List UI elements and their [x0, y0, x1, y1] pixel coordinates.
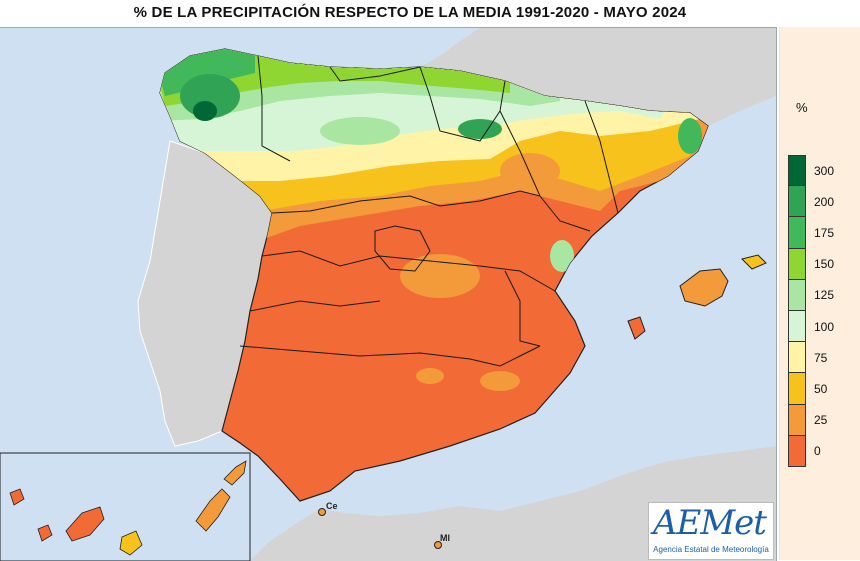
canary-island-4: [119, 530, 143, 556]
legend-panel: % 300 200 175 150 125 100 75 50 25 0: [779, 27, 860, 560]
legend-swatch-175: [788, 217, 806, 249]
africa-land: [250, 446, 776, 561]
legend-swatch-50: [788, 373, 806, 405]
canary-island-3: [65, 506, 105, 542]
legend-label-100: 100: [814, 319, 835, 334]
aemet-logo-subtitle: Agencia Estatal de Meteorología: [653, 545, 769, 554]
legend-color-bar: [788, 155, 806, 467]
legend-swatch-100: [788, 310, 806, 343]
field-25-aragon: [500, 153, 560, 189]
legend-label-50: 50: [814, 382, 828, 396]
legend-label-25: 25: [814, 413, 828, 428]
ceuta-marker: Ce: [318, 501, 338, 516]
legend-label-300: 300: [814, 163, 835, 178]
precipitation-map: Ce Ml: [0, 27, 777, 561]
balearic-islands: [627, 254, 767, 340]
legend-swatch-200: [788, 186, 806, 218]
menorca: [741, 254, 767, 270]
melilla-label: Ml: [440, 533, 450, 543]
legend-label-0: 0: [814, 444, 821, 459]
region-borders: [239, 55, 619, 367]
ceuta-label: Ce: [326, 501, 338, 511]
field-25-madrid: [400, 254, 480, 298]
field-175-ne: [678, 118, 702, 154]
france-land: [420, 28, 776, 126]
field-25-andalucia: [416, 368, 444, 384]
field-150-valencia: [550, 240, 574, 272]
canary-island-1: [9, 488, 25, 506]
canary-island-5: [195, 488, 231, 532]
legend-unit: %: [796, 100, 808, 115]
legend-label-75: 75: [814, 350, 828, 365]
legend-label-150: 150: [814, 257, 835, 272]
aemet-logo-word: AEMet: [653, 503, 767, 543]
map-title: % DE LA PRECIPITACIÓN RESPECTO DE LA MED…: [133, 4, 687, 21]
ibiza: [627, 316, 646, 340]
field-100-blob: [320, 117, 400, 145]
legend-swatch-300: [788, 155, 806, 187]
legend-swatch-75: [788, 342, 806, 374]
mallorca: [679, 268, 729, 307]
field-200-east: [458, 119, 502, 139]
field-25-murcia: [480, 371, 520, 391]
canary-island-6: [223, 460, 247, 486]
aemet-logo: AEMet Agencia Estatal de Meteorología: [648, 502, 774, 560]
legend-swatch-125: [788, 279, 806, 311]
legend-label-125: 125: [814, 288, 835, 303]
legend-swatch-150: [788, 248, 806, 280]
canary-inset: [0, 452, 251, 561]
legend-swatch-25: [788, 404, 806, 436]
canary-island-2: [37, 524, 53, 542]
legend-label-200: 200: [814, 194, 835, 209]
melilla-marker: Ml: [434, 533, 450, 549]
legend-swatch-0: [788, 435, 806, 467]
field-300: [193, 101, 217, 121]
legend-label-175: 175: [814, 226, 835, 240]
